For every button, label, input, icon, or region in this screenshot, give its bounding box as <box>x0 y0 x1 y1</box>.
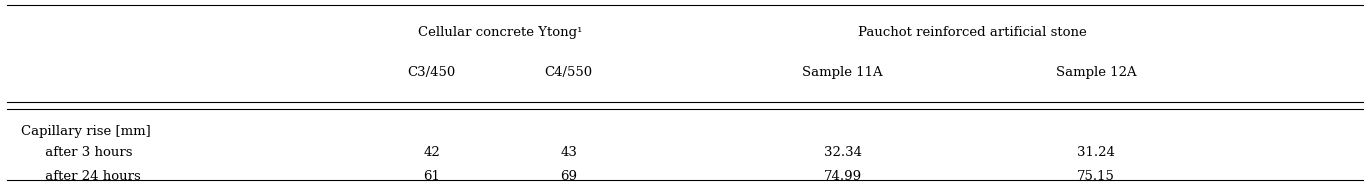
Text: C3/450: C3/450 <box>407 66 456 79</box>
Text: Sample 12A: Sample 12A <box>1056 66 1136 79</box>
Text: Sample 11A: Sample 11A <box>803 66 882 79</box>
Text: Pauchot reinforced artificial stone: Pauchot reinforced artificial stone <box>859 26 1086 39</box>
Text: 75.15: 75.15 <box>1077 170 1115 182</box>
Text: C4/550: C4/550 <box>544 66 593 79</box>
Text: 43: 43 <box>560 146 577 159</box>
Text: 61: 61 <box>423 170 440 182</box>
Text: Capillary rise [mm]: Capillary rise [mm] <box>21 124 151 138</box>
Text: 42: 42 <box>423 146 440 159</box>
Text: 31.24: 31.24 <box>1077 146 1115 159</box>
Text: after 24 hours: after 24 hours <box>41 170 141 182</box>
Text: 74.99: 74.99 <box>823 170 862 182</box>
Text: 32.34: 32.34 <box>823 146 862 159</box>
Text: after 3 hours: after 3 hours <box>41 146 133 159</box>
Text: Cellular concrete Ytong¹: Cellular concrete Ytong¹ <box>418 26 582 39</box>
Text: 69: 69 <box>560 170 577 182</box>
